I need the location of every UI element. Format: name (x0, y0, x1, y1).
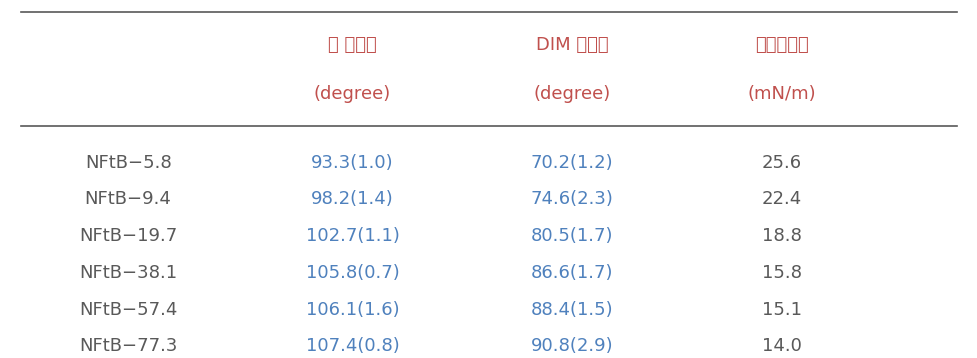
Text: NFtB−57.4: NFtB−57.4 (79, 301, 177, 319)
Text: NFtB−19.7: NFtB−19.7 (79, 227, 177, 245)
Text: (degree): (degree) (532, 85, 610, 103)
Text: 표면에너지: 표면에너지 (754, 36, 808, 54)
Text: 22.4: 22.4 (761, 190, 801, 208)
Text: 102.7(1.1): 102.7(1.1) (305, 227, 399, 245)
Text: NFtB−38.1: NFtB−38.1 (79, 264, 177, 282)
Text: 88.4(1.5): 88.4(1.5) (531, 301, 613, 319)
Text: NFtB−5.8: NFtB−5.8 (85, 154, 171, 171)
Text: (degree): (degree) (314, 85, 391, 103)
Text: 25.6: 25.6 (761, 154, 801, 171)
Text: 86.6(1.7): 86.6(1.7) (531, 264, 613, 282)
Text: 80.5(1.7): 80.5(1.7) (531, 227, 613, 245)
Text: 90.8(2.9): 90.8(2.9) (531, 338, 613, 355)
Text: NFtB−77.3: NFtB−77.3 (79, 338, 177, 355)
Text: 106.1(1.6): 106.1(1.6) (306, 301, 399, 319)
Text: NFtB−9.4: NFtB−9.4 (85, 190, 171, 208)
Text: 18.8: 18.8 (761, 227, 801, 245)
Text: 98.2(1.4): 98.2(1.4) (311, 190, 394, 208)
Text: 14.0: 14.0 (761, 338, 801, 355)
Text: 74.6(2.3): 74.6(2.3) (530, 190, 613, 208)
Text: 93.3(1.0): 93.3(1.0) (311, 154, 394, 171)
Text: 70.2(1.2): 70.2(1.2) (531, 154, 613, 171)
Text: 물 접촉각: 물 접촉각 (327, 36, 376, 54)
Text: DIM 접촉각: DIM 접촉각 (535, 36, 608, 54)
Text: 15.8: 15.8 (761, 264, 801, 282)
Text: 15.1: 15.1 (761, 301, 801, 319)
Text: 107.4(0.8): 107.4(0.8) (305, 338, 399, 355)
Text: (mN/m): (mN/m) (746, 85, 815, 103)
Text: 105.8(0.7): 105.8(0.7) (305, 264, 399, 282)
